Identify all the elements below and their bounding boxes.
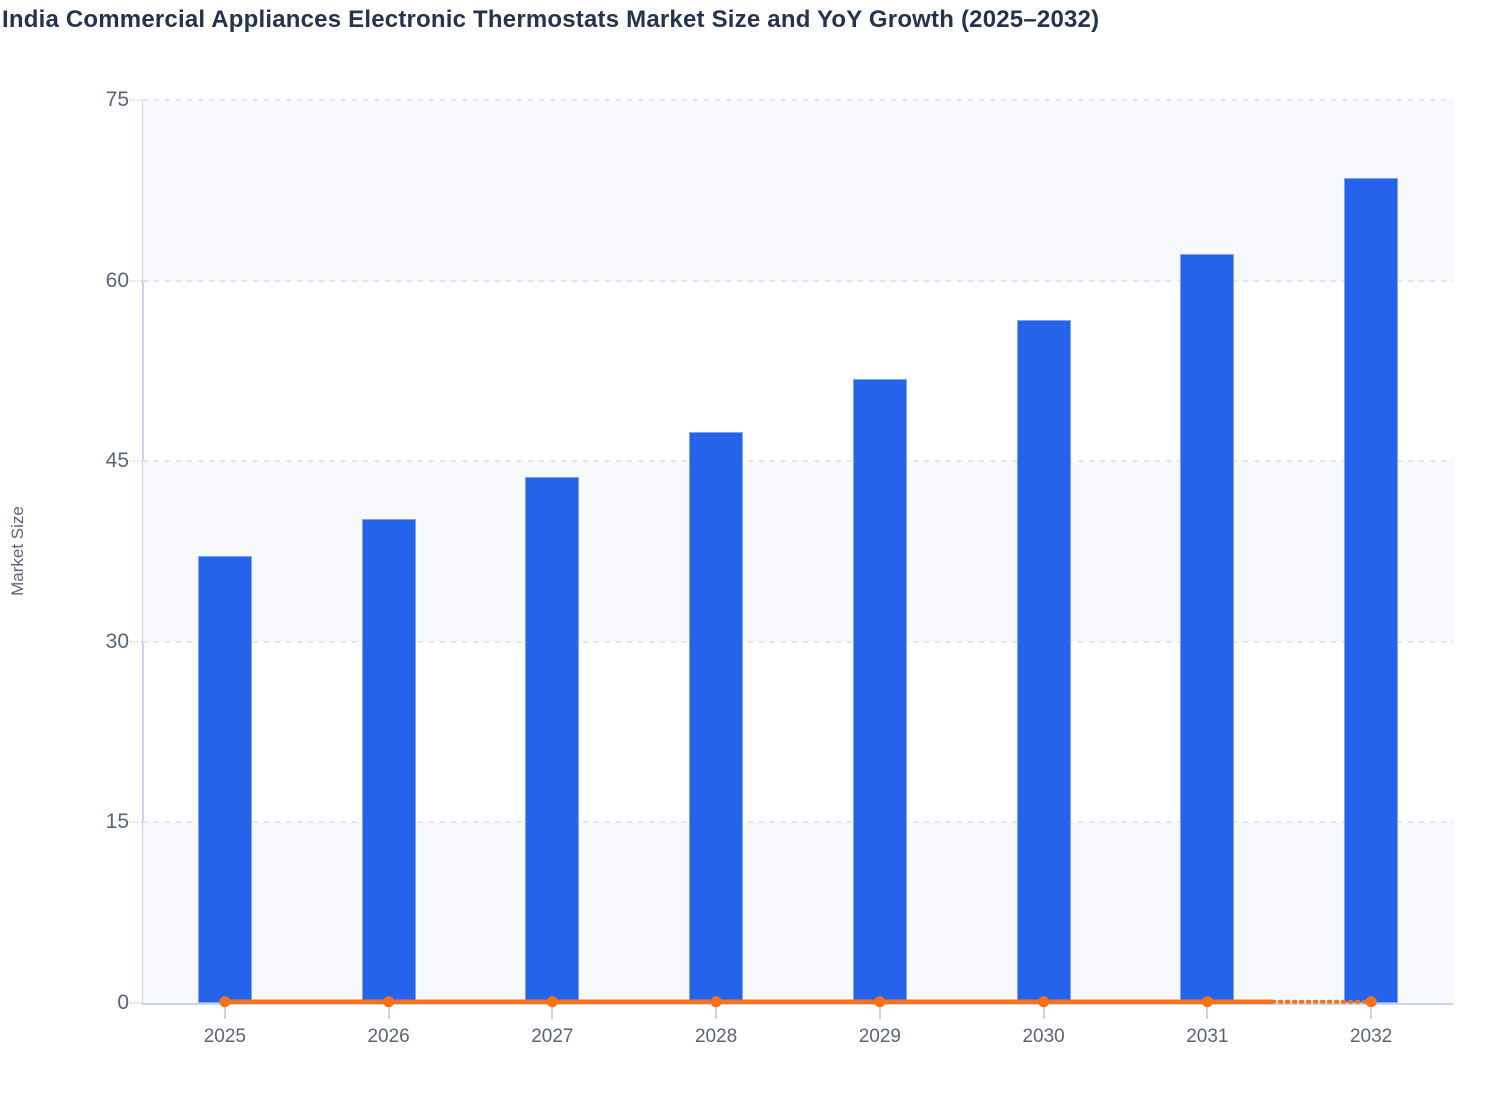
x-tick-mark bbox=[1370, 1005, 1373, 1019]
chart-title: India Commercial Appliances Electronic T… bbox=[2, 6, 1100, 33]
bar-2026[interactable] bbox=[361, 518, 416, 1003]
x-tick-mark bbox=[1206, 1005, 1209, 1019]
x-tick-mark bbox=[551, 1005, 554, 1019]
bar-2028[interactable] bbox=[689, 432, 744, 1003]
plot-band bbox=[143, 100, 1453, 281]
x-tick-mark bbox=[387, 1005, 390, 1019]
y-tick-mark bbox=[130, 1002, 142, 1004]
x-tick-label-2031: 2031 bbox=[1186, 1026, 1229, 1047]
x-tick-mark bbox=[878, 1005, 881, 1019]
bar-2031[interactable] bbox=[1180, 254, 1235, 1003]
x-tick-mark bbox=[223, 1005, 226, 1019]
x-tick-label-2027: 2027 bbox=[531, 1026, 574, 1047]
y-tick-label: 15 bbox=[105, 810, 129, 834]
yoy-point-2026[interactable] bbox=[383, 996, 395, 1008]
plot-area: 0 15 30 45 60 75 2025 2026 2027 2028 2029 2030 2031 2… bbox=[106, 88, 1453, 1047]
x-tick-label-2025: 2025 bbox=[203, 1026, 247, 1047]
y-tick-mark bbox=[130, 460, 142, 463]
x-tick-label-2032: 2032 bbox=[1349, 1026, 1393, 1047]
x-tick-mark bbox=[1042, 1005, 1045, 1019]
x-tick-label-2029: 2029 bbox=[858, 1026, 902, 1047]
bar-2025[interactable] bbox=[197, 556, 252, 1003]
y-tick-label: 75 bbox=[105, 88, 129, 111]
y-tick-label: 0 bbox=[117, 991, 129, 1014]
yoy-point-2029[interactable] bbox=[874, 996, 886, 1008]
y-tick-label: 45 bbox=[105, 449, 129, 473]
gridline bbox=[143, 279, 1453, 282]
bar-2030[interactable] bbox=[1016, 320, 1071, 1003]
yoy-point-2025[interactable] bbox=[219, 996, 231, 1008]
yoy-point-2028[interactable] bbox=[710, 996, 722, 1008]
x-tick-label-2026: 2026 bbox=[367, 1026, 410, 1047]
yoy-point-2027[interactable] bbox=[546, 996, 558, 1008]
bar-2027[interactable] bbox=[525, 476, 580, 1003]
x-tick-label-2030: 2030 bbox=[1022, 1026, 1065, 1047]
gridline bbox=[143, 460, 1453, 463]
bar-2032[interactable] bbox=[1344, 178, 1399, 1003]
x-tick-mark bbox=[715, 1005, 718, 1019]
x-tick-label-2028: 2028 bbox=[694, 1026, 738, 1047]
gridline bbox=[143, 640, 1453, 643]
y-tick-mark bbox=[130, 279, 142, 282]
y-tick-mark bbox=[130, 99, 142, 101]
yoy-growth-line-layer bbox=[219, 996, 1377, 1008]
y-tick-mark bbox=[130, 640, 142, 643]
gridline bbox=[143, 99, 1453, 101]
bar-2029[interactable] bbox=[852, 379, 907, 1003]
y-tick-label: 60 bbox=[105, 268, 129, 292]
yoy-point-2031[interactable] bbox=[1201, 996, 1213, 1008]
plot-band bbox=[143, 822, 1453, 1003]
yoy-point-2032[interactable] bbox=[1365, 996, 1377, 1008]
yoy-point-2030[interactable] bbox=[1038, 996, 1050, 1008]
plot-band bbox=[143, 461, 1453, 642]
gridline bbox=[143, 821, 1453, 824]
y-axis-title: Market Size bbox=[8, 506, 27, 596]
y-tick-label: 30 bbox=[105, 629, 129, 653]
y-tick-mark bbox=[130, 821, 142, 824]
